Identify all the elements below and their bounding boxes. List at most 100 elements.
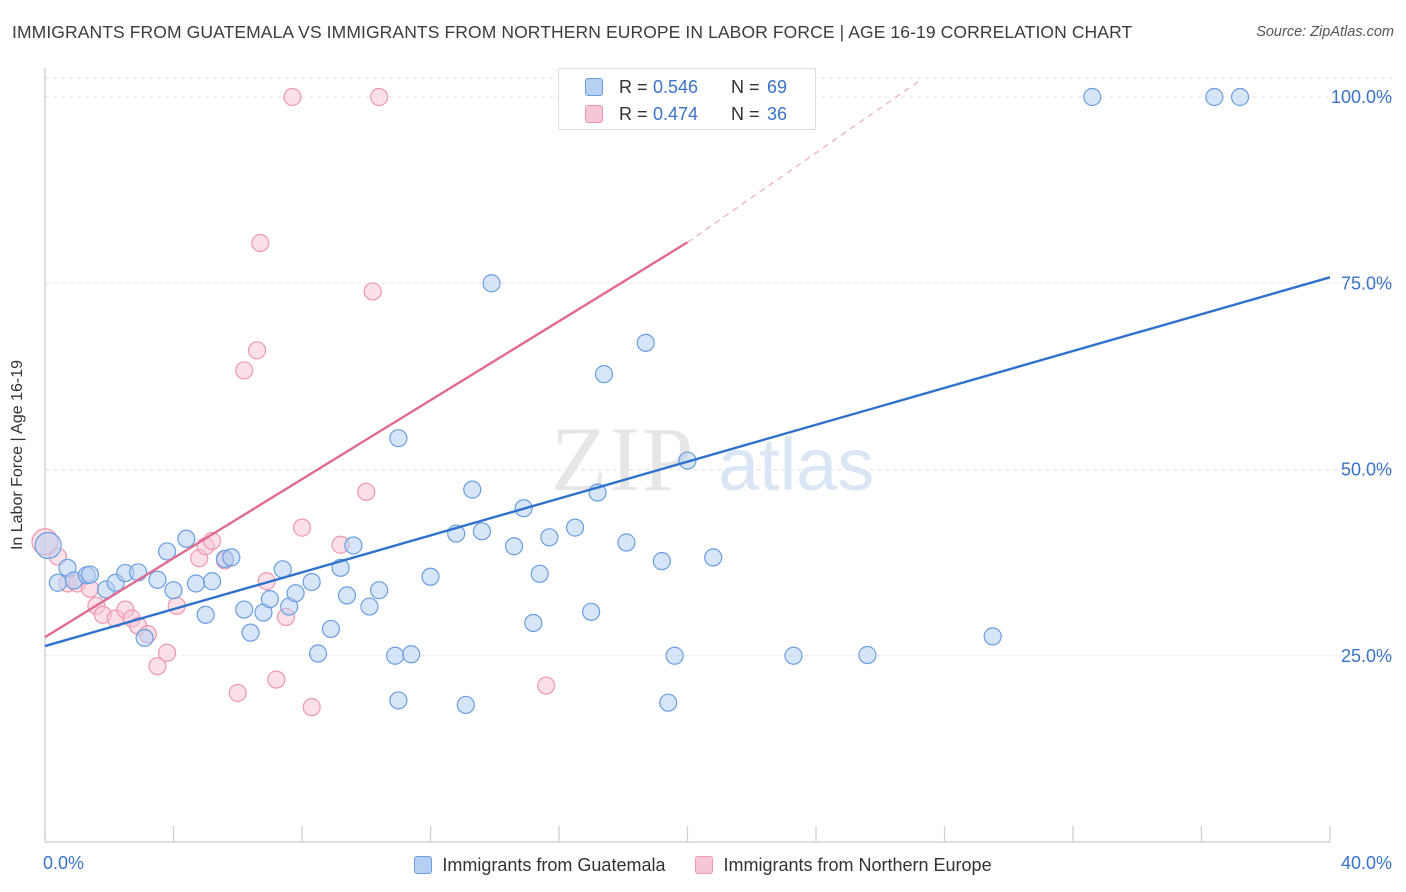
stats-n-value: 36 xyxy=(767,103,788,124)
point-guatemala xyxy=(784,646,803,665)
point-guatemala xyxy=(389,429,408,448)
series-guatemala-points xyxy=(34,87,1250,715)
legend-swatch-northern-europe xyxy=(695,856,714,874)
point-northern-europe xyxy=(267,670,286,689)
trend-line-guatemala xyxy=(44,276,1331,648)
point-northern-europe xyxy=(357,482,376,501)
y-axis-title: In Labor Force | Age 16-19 xyxy=(9,359,26,551)
trend-extension-northern-europe xyxy=(687,78,923,243)
point-northern-europe xyxy=(302,698,321,717)
point-guatemala xyxy=(135,628,154,647)
point-northern-europe xyxy=(148,657,167,676)
watermark: ZIP atlas xyxy=(551,408,874,510)
stats-n-label: N = xyxy=(731,76,760,97)
point-guatemala xyxy=(704,548,723,567)
point-northern-europe xyxy=(251,233,270,253)
trend-lines xyxy=(44,78,1331,648)
point-guatemala xyxy=(164,581,183,600)
point-guatemala xyxy=(235,600,254,619)
y-tick-label: 75.0% xyxy=(1341,273,1392,293)
stats-r-label: R = xyxy=(619,76,648,97)
point-guatemala xyxy=(983,627,1002,646)
point-guatemala xyxy=(540,528,559,547)
tick-labels: 25.0% 50.0% 75.0% 100.0% 0.0% 40.0% xyxy=(43,87,1392,873)
point-guatemala xyxy=(360,597,379,616)
point-northern-europe xyxy=(247,341,267,360)
stats-n-value: 69 xyxy=(767,76,788,97)
trend-line-northern-europe xyxy=(44,241,689,639)
stats-swatch-northern-europe xyxy=(585,105,603,123)
watermark-atlas: atlas xyxy=(718,423,874,506)
point-guatemala xyxy=(530,564,549,583)
point-guatemala xyxy=(186,574,206,593)
point-guatemala xyxy=(1083,87,1102,107)
point-northern-europe xyxy=(283,87,302,107)
legend-swatch-guatemala xyxy=(414,856,433,874)
stats-swatch-guatemala xyxy=(585,78,603,96)
point-guatemala xyxy=(636,333,655,352)
point-guatemala xyxy=(337,586,357,605)
stats-legend: R = 0.546 N = 69 R = 0.474 N = 36 xyxy=(558,68,816,130)
stats-n-label: N = xyxy=(731,103,760,124)
stats-r-value: 0.474 xyxy=(653,103,699,124)
stats-r-label: R = xyxy=(619,103,648,124)
point-guatemala xyxy=(1230,87,1250,107)
point-guatemala xyxy=(386,646,405,665)
point-guatemala xyxy=(858,645,877,665)
source-label: Source: ZipAtlas.com xyxy=(1256,24,1394,40)
point-northern-europe xyxy=(537,676,556,695)
point-guatemala xyxy=(665,646,684,665)
point-guatemala xyxy=(504,537,524,556)
point-guatemala xyxy=(286,584,305,603)
point-guatemala xyxy=(456,695,475,715)
point-guatemala xyxy=(48,573,67,592)
point-guatemala xyxy=(157,542,177,561)
legend-item-northern-europe[interactable]: Immigrants from Northern Europe xyxy=(695,854,992,876)
legend-item-guatemala[interactable]: Immigrants from Guatemala xyxy=(414,855,665,876)
point-guatemala xyxy=(177,529,196,548)
point-guatemala xyxy=(80,565,100,584)
y-tick-label: 50.0% xyxy=(1341,460,1392,480)
point-guatemala xyxy=(582,602,601,621)
point-guatemala xyxy=(472,522,491,541)
point-guatemala xyxy=(241,623,260,642)
y-tick-label: 25.0% xyxy=(1341,646,1392,666)
point-guatemala xyxy=(302,572,321,592)
point-northern-europe xyxy=(292,518,312,537)
legend-label-northern-europe: Immigrants from Northern Europe xyxy=(723,854,992,875)
point-guatemala xyxy=(524,613,543,633)
axes xyxy=(44,68,1331,843)
point-guatemala xyxy=(196,605,215,624)
point-guatemala xyxy=(129,563,148,582)
y-tick-label: 100.0% xyxy=(1331,87,1392,107)
point-guatemala xyxy=(482,274,501,293)
point-guatemala xyxy=(370,581,389,600)
point-northern-europe xyxy=(370,87,389,107)
point-northern-europe xyxy=(228,683,247,703)
point-guatemala xyxy=(222,548,241,567)
point-guatemala xyxy=(34,531,62,560)
point-guatemala xyxy=(617,533,636,552)
point-guatemala xyxy=(659,693,678,712)
point-guatemala xyxy=(148,570,167,589)
point-guatemala xyxy=(402,645,421,664)
point-guatemala xyxy=(260,590,279,609)
stats-r-value: 0.546 xyxy=(653,76,699,97)
point-guatemala xyxy=(421,567,440,586)
series-northern-europe-points xyxy=(31,87,652,717)
point-northern-europe xyxy=(363,282,382,301)
point-guatemala xyxy=(1205,87,1224,107)
legend-label-guatemala: Immigrants from Guatemala xyxy=(442,854,666,875)
x-tick-label: 40.0% xyxy=(1341,853,1392,873)
point-guatemala xyxy=(389,691,408,710)
point-guatemala xyxy=(321,619,341,639)
x-tick-label: 0.0% xyxy=(43,853,84,873)
series-legend: Immigrants from Guatemala Immigrants fro… xyxy=(0,852,1406,878)
point-guatemala xyxy=(308,644,328,663)
point-northern-europe xyxy=(235,361,254,380)
chart-title: IMMIGRANTS FROM GUATEMALA VS IMMIGRANTS … xyxy=(12,22,1133,42)
point-guatemala xyxy=(463,480,482,499)
point-guatemala xyxy=(202,572,222,591)
point-guatemala xyxy=(652,552,671,571)
